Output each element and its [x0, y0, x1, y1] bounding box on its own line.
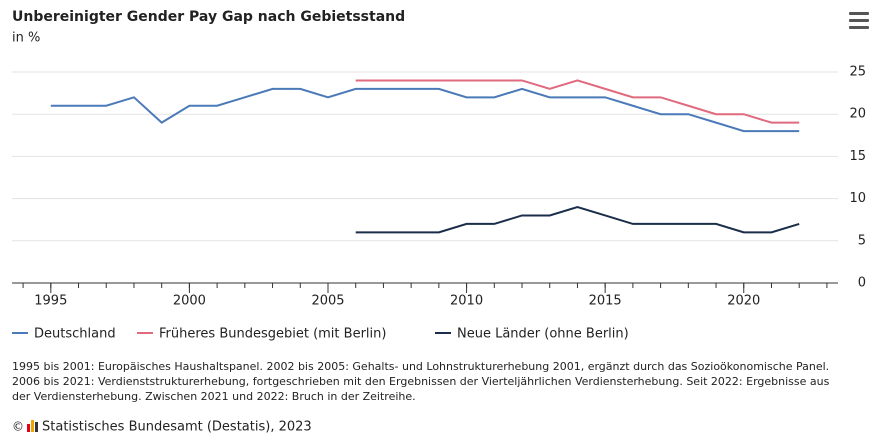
y-tick-label: 0 — [858, 276, 866, 291]
chart-subtitle: in % — [12, 31, 40, 46]
x-tick-label: 1995 — [34, 294, 67, 309]
x-tick-label: 2010 — [450, 294, 483, 309]
footnote: der Verdiensterhebung. Zwischen 2021 und… — [12, 390, 416, 403]
x-tick-label: 2005 — [311, 294, 344, 309]
footnote: 1995 bis 2001: Europäisches Haushaltspan… — [12, 360, 829, 373]
x-tick-label: 2020 — [727, 294, 760, 309]
svg-text:©: © — [12, 420, 24, 434]
legend-label: Früheres Bundesgebiet (mit Berlin) — [159, 327, 386, 342]
x-tick-label: 2000 — [173, 294, 206, 309]
y-tick-label: 25 — [849, 65, 866, 80]
footnote: 2006 bis 2021: Verdienststrukturerhebung… — [12, 375, 830, 388]
line-series — [50, 87, 800, 133]
legend-label: Deutschland — [34, 327, 116, 342]
line-series — [355, 205, 800, 234]
legend-label: Neue Länder (ohne Berlin) — [457, 327, 629, 342]
chart-title: Unbereinigter Gender Pay Gap nach Gebiet… — [12, 9, 405, 25]
y-tick-label: 10 — [849, 191, 866, 206]
menu-button[interactable] — [849, 12, 869, 29]
x-tick-label: 2015 — [589, 294, 622, 309]
source-logo: © — [12, 420, 38, 434]
y-tick-label: 5 — [858, 233, 866, 248]
line-series — [355, 79, 800, 124]
source: Statistisches Bundesamt (Destatis), 2023 — [42, 420, 312, 435]
y-tick-label: 15 — [849, 149, 866, 164]
y-tick-label: 20 — [849, 107, 866, 122]
